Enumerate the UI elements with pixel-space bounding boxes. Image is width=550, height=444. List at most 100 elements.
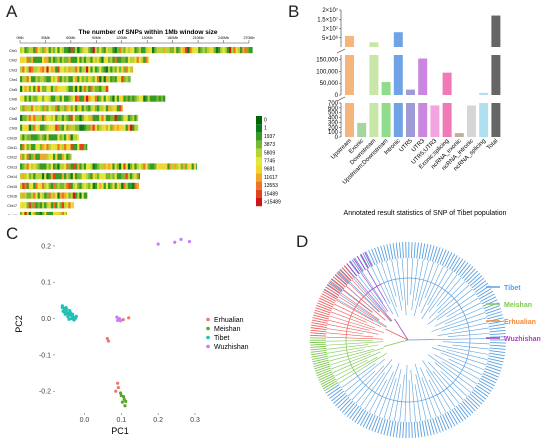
- density-cell: [229, 47, 232, 54]
- density-cell: [86, 47, 89, 54]
- y-tick-label: 700: [328, 101, 339, 107]
- density-cell: [68, 76, 71, 83]
- density-cell: [125, 47, 129, 54]
- chr-label: Chr7: [9, 107, 17, 111]
- density-cell: [123, 163, 126, 170]
- density-cell: [77, 95, 80, 102]
- density-cell: [53, 211, 56, 215]
- density-cell: [77, 144, 80, 151]
- density-cell: [22, 56, 25, 63]
- density-cell: [20, 211, 23, 215]
- tip-label-stub: [344, 402, 356, 416]
- branch: [422, 360, 456, 408]
- density-cell: [46, 76, 49, 83]
- density-cell: [24, 163, 27, 170]
- density-cell: [180, 47, 184, 54]
- density-cell: [149, 47, 153, 54]
- density-cell: [174, 47, 177, 54]
- branch: [340, 292, 380, 321]
- density-cell: [68, 202, 71, 209]
- pca-point: [115, 315, 119, 319]
- branch: [452, 344, 490, 350]
- density-cell: [116, 114, 120, 122]
- density-cell: [119, 182, 122, 189]
- density-cell: [248, 47, 252, 54]
- density-cell: [48, 66, 52, 73]
- density-cell: [90, 173, 93, 180]
- density-cell: [68, 144, 71, 151]
- density-cell: [79, 76, 82, 83]
- density-cell: [116, 47, 120, 54]
- density-cell: [50, 144, 54, 151]
- density-cell: [22, 211, 25, 215]
- density-cell: [64, 202, 67, 209]
- density-cell: [108, 182, 111, 189]
- density-cell: [136, 163, 140, 170]
- x-tick-label: 150Mb: [142, 36, 153, 40]
- y-tick-label: 0.0: [41, 316, 51, 323]
- bar-segment-top: [369, 42, 379, 47]
- density-cell: [35, 153, 38, 160]
- density-cell: [185, 163, 188, 170]
- tip-label-stub: [339, 398, 352, 411]
- density-cell: [97, 76, 100, 83]
- density-cell: [110, 163, 113, 170]
- y-tick-label: 50,000: [320, 81, 339, 87]
- density-cell: [132, 56, 135, 63]
- density-cell: [26, 202, 30, 209]
- density-cell: [24, 114, 27, 122]
- density-cell: [136, 47, 140, 54]
- density-cell: [46, 56, 49, 63]
- density-cell: [92, 124, 96, 131]
- tip-label-stub: [371, 416, 379, 432]
- branch: [421, 377, 437, 418]
- density-cell: [26, 211, 30, 215]
- tip-label-stub: [331, 278, 345, 290]
- y-tick-label: 1×10⁷: [322, 26, 338, 33]
- density-cell: [116, 66, 120, 73]
- density-cell: [53, 173, 56, 180]
- axis-break: [336, 48, 346, 54]
- branch: [383, 378, 397, 419]
- legend-value: 15489: [264, 191, 278, 197]
- density-cell: [44, 105, 47, 112]
- bar-segment-top: [345, 35, 354, 47]
- bar: [418, 58, 428, 137]
- legend-swatch: [256, 181, 262, 190]
- tip-label-stub: [444, 252, 453, 267]
- density-cell: [97, 47, 100, 54]
- tip-label-stub: [486, 311, 502, 317]
- root-branch: [383, 339, 409, 347]
- density-cell: [99, 76, 102, 83]
- density-cell: [125, 56, 129, 63]
- density-cell: [53, 56, 56, 63]
- density-cell: [158, 163, 162, 170]
- density-cell: [79, 192, 82, 199]
- bar-segment-bottom: [442, 103, 452, 137]
- clade-wuzhishan: [346, 251, 409, 341]
- density-cell: [77, 47, 80, 54]
- legend-dot: [206, 317, 210, 322]
- density-cell: [26, 85, 30, 92]
- tip-label-stub: [333, 392, 346, 404]
- density-cell: [37, 182, 41, 189]
- chr-track: [20, 124, 139, 131]
- density-cell: [191, 163, 195, 170]
- tip-label-stub: [446, 253, 456, 269]
- density-cell: [79, 182, 82, 189]
- tip-label-stub: [383, 419, 389, 436]
- tip-label-stub: [419, 421, 423, 438]
- density-cell: [83, 182, 87, 189]
- y-tick-label: 100,000: [316, 69, 338, 75]
- x-tick-label: 210Mb: [193, 36, 204, 40]
- axis-break: [336, 96, 346, 102]
- tip-label-stub: [485, 365, 502, 372]
- density-cell: [44, 56, 47, 63]
- density-cell: [77, 85, 80, 92]
- density-cell: [48, 192, 52, 199]
- tip-label-stub: [334, 274, 348, 286]
- tip-label-stub: [312, 359, 329, 365]
- bar-segment-middle: [369, 55, 379, 95]
- density-cell: [198, 47, 201, 54]
- branch: [415, 374, 427, 421]
